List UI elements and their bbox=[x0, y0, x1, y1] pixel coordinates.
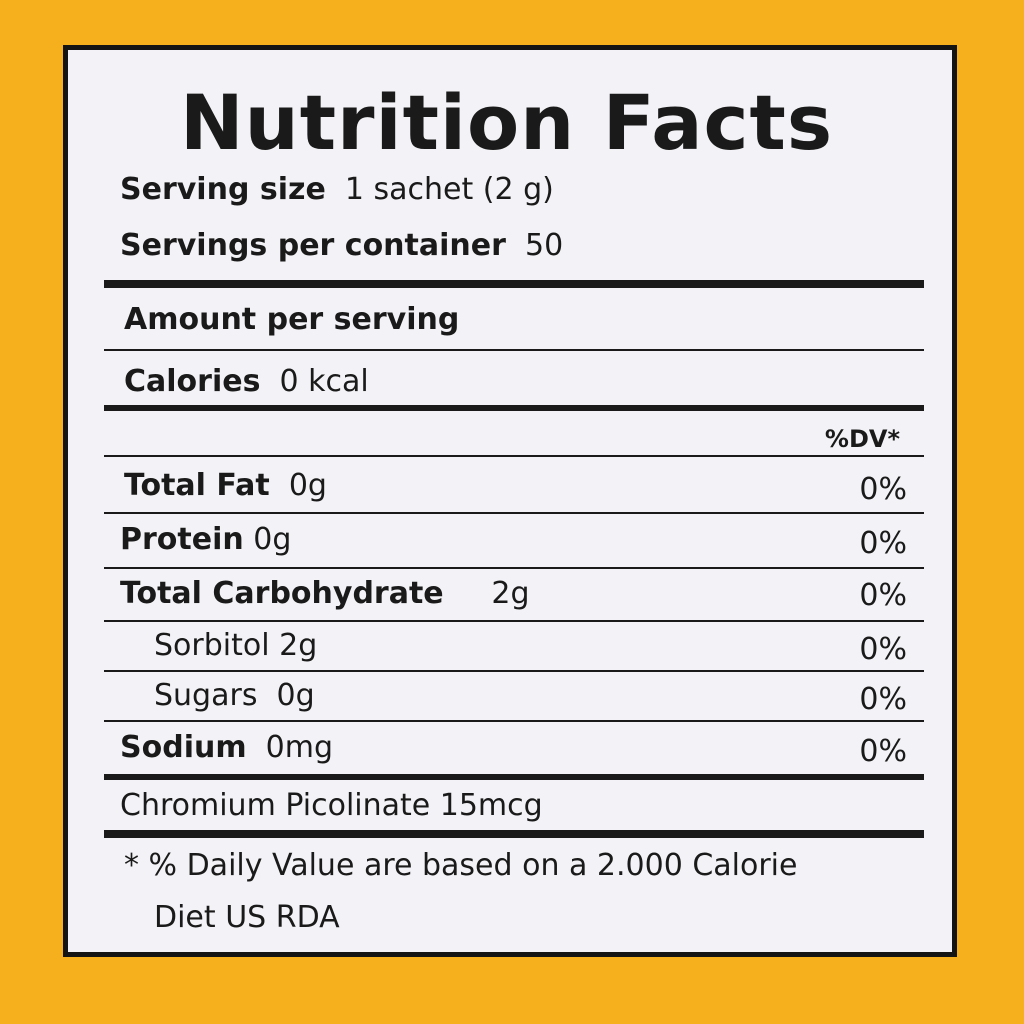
nutrient-dv: 0% bbox=[859, 578, 907, 613]
nutrient-amount: 0g bbox=[253, 522, 292, 557]
serving-size-value: 1 sachet (2 g) bbox=[344, 172, 554, 207]
nutrient-row: Sugars 0g bbox=[154, 678, 315, 713]
nutrient-dv: 0% bbox=[859, 682, 907, 717]
nutrient-label: Total Fat bbox=[124, 468, 270, 503]
nutrient-row: Protein 0g bbox=[120, 522, 291, 557]
nutrient-dv: 0% bbox=[859, 526, 907, 561]
nutrient-dv: 0% bbox=[859, 472, 907, 507]
servings-value: 50 bbox=[524, 228, 564, 263]
nutrient-row: Sodium 0mg bbox=[120, 730, 333, 765]
servings-per-container: Servings per container 50 bbox=[120, 228, 563, 263]
calories-row: Calories 0 kcal bbox=[124, 364, 369, 399]
amount-per-serving: Amount per serving bbox=[124, 302, 460, 337]
divider bbox=[104, 720, 924, 722]
label-title: Nutrition Facts bbox=[180, 78, 834, 167]
nutrient-amount: 0g bbox=[288, 468, 327, 503]
serving-size-label: Serving size bbox=[120, 172, 326, 207]
nutrient-label: Total Carbohydrate bbox=[120, 576, 444, 611]
footnote-line2: Diet US RDA bbox=[154, 900, 340, 935]
divider-thick bbox=[104, 830, 924, 838]
divider bbox=[104, 455, 924, 457]
nutrient-dv: 0% bbox=[859, 734, 907, 769]
footnote-line1: * % Daily Value are based on a 2.000 Cal… bbox=[124, 848, 798, 883]
divider-thick bbox=[104, 280, 924, 288]
nutrient-label: Sodium bbox=[120, 730, 247, 765]
divider bbox=[104, 620, 924, 622]
servings-label: Servings per container bbox=[120, 228, 506, 263]
nutrient-amount: 0g bbox=[276, 678, 315, 713]
divider bbox=[104, 512, 924, 514]
nutrient-amount: 2g bbox=[279, 628, 318, 663]
calories-value: 0 kcal bbox=[279, 364, 369, 399]
nutrient-amount: 0mg bbox=[265, 730, 334, 765]
nutrient-amount: 2g bbox=[491, 576, 530, 611]
nutrient-label: Protein bbox=[120, 522, 244, 557]
nutrient-label: Sugars bbox=[154, 678, 258, 713]
nutrient-dv: 0% bbox=[859, 632, 907, 667]
nutrient-row: Total Fat 0g bbox=[124, 468, 327, 503]
nutrition-facts-label: Nutrition Facts Serving size 1 sachet (2… bbox=[63, 45, 957, 957]
dv-header: %DV* bbox=[824, 425, 900, 453]
chromium-row: Chromium Picolinate 15mcg bbox=[120, 788, 543, 823]
serving-size: Serving size 1 sachet (2 g) bbox=[120, 172, 554, 207]
nutrient-label: Sorbitol bbox=[154, 628, 270, 663]
nutrient-row: Total Carbohydrate 2g bbox=[120, 576, 530, 611]
divider bbox=[104, 567, 924, 569]
divider bbox=[104, 349, 924, 351]
nutrient-row: Sorbitol 2g bbox=[154, 628, 317, 663]
divider-thick bbox=[104, 774, 924, 780]
calories-label: Calories bbox=[124, 364, 261, 399]
divider bbox=[104, 670, 924, 672]
divider-thick bbox=[104, 405, 924, 411]
